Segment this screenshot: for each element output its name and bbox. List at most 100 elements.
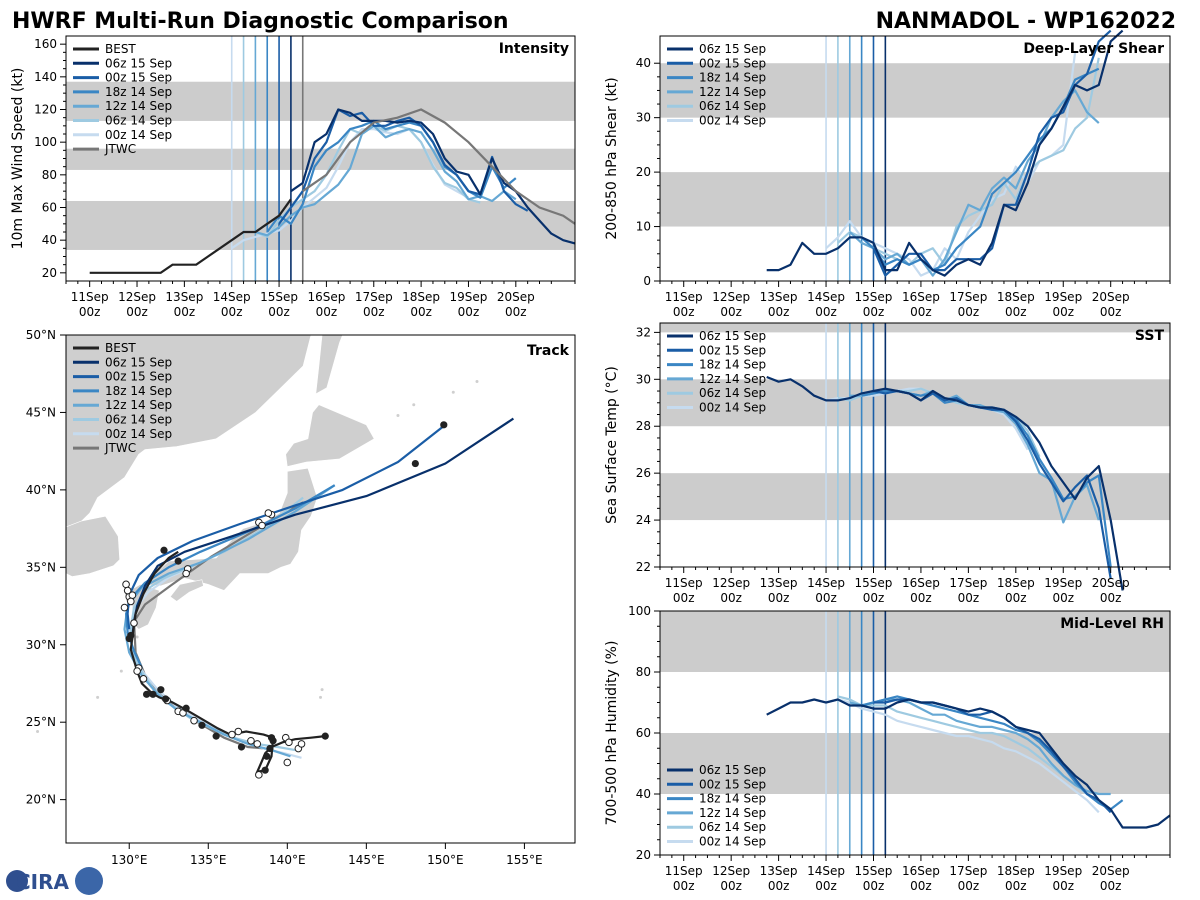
x-tick-label: 19Sep [1044, 290, 1082, 304]
track-panel: 130°E 135°E 140°E 145°E 150°E 155°E 20°N 25°N 30… [26, 328, 576, 867]
x-tick-label: 00z [720, 591, 742, 605]
x-tick-label: 15Sep [260, 290, 298, 304]
track-marker-open [234, 727, 243, 736]
legend-label: 06z 14 Sep [699, 820, 766, 834]
mainland-landmass [65, 334, 312, 528]
threshold-band [660, 323, 1170, 333]
x-tick-label: 14Sep [807, 576, 845, 590]
x-tick-label: 00z [1005, 591, 1027, 605]
series-line [837, 695, 1100, 802]
threshold-band [660, 611, 1170, 672]
threshold-band [660, 172, 1170, 227]
x-tick-label: 00z [221, 305, 243, 319]
x-tick-label: 00z [910, 305, 932, 319]
y-tick-label: 30°N [26, 638, 56, 652]
track-marker-open [283, 758, 292, 767]
x-tick-label: 00z [863, 305, 885, 319]
track-marker-open [128, 591, 137, 599]
shear-panel: 11Sep00z12Sep00z13Sep00z14Sep00z15Sep00z… [604, 29, 1171, 319]
x-tick-label: 12Sep [712, 290, 750, 304]
y-tick-label: 80 [636, 665, 651, 679]
logo-emblem-icon [75, 867, 103, 895]
x-tick-label: 20Sep [1092, 290, 1130, 304]
x-tick-label: 11Sep [665, 864, 703, 878]
x-tick-label: 00z [673, 591, 695, 605]
panel-title: SST [1135, 328, 1165, 344]
y-tick-label: 26 [636, 466, 651, 480]
track-marker-open [190, 716, 198, 725]
track-marker [269, 737, 277, 745]
x-tick-label: 00z [720, 305, 742, 319]
legend-label: 12z 14 Sep [105, 99, 172, 113]
x-tick-label: 17Sep [949, 576, 987, 590]
x-tick-label: 00z [458, 305, 480, 319]
legend-label: 06z 14 Sep [105, 413, 172, 427]
storm-id-title: NANMADOL - WP162022 [876, 9, 1176, 34]
track-marker-open [258, 521, 266, 530]
island [396, 414, 400, 418]
legend-label: 00z 14 Sep [699, 114, 766, 128]
legend-label: BEST [105, 42, 136, 56]
best-track-line [129, 550, 326, 774]
y-tick-label: 30 [636, 372, 651, 386]
track-marker [161, 695, 170, 703]
figure-title: HWRF Multi-Run Diagnostic Comparison [12, 9, 509, 34]
x-tick-label: 00z [1052, 591, 1074, 605]
track-marker-open [133, 667, 141, 675]
series-line [766, 698, 1171, 829]
x-tick-label: 150°E [427, 853, 464, 867]
legend-label: 18z 14 Sep [105, 384, 172, 398]
y-tick-label: 10 [636, 220, 651, 234]
x-tick-label: 00z [815, 879, 837, 893]
x-tick-label: 12Sep [712, 576, 750, 590]
track-marker-open [123, 586, 132, 595]
y-tick-label: 0 [643, 274, 651, 288]
x-tick-label: 14Sep [213, 290, 251, 304]
track-marker-open [285, 738, 293, 747]
y-tick-label: 22 [636, 560, 651, 574]
x-tick-label: 00z [815, 305, 837, 319]
y-tick-label: 40 [636, 56, 651, 70]
x-tick-label: 13Sep [760, 290, 798, 304]
y-tick-label: 32 [636, 325, 651, 339]
x-tick-label: 00z [958, 305, 980, 319]
track-marker-open [182, 569, 190, 578]
x-tick-label: 19Sep [1044, 864, 1082, 878]
x-tick-label: 00z [768, 591, 790, 605]
jtwc-line [302, 108, 576, 225]
y-axis-label: 200-850 hPa Shear (kt) [604, 77, 620, 239]
island [96, 695, 100, 699]
legend-label: 00z 15 Sep [699, 777, 766, 791]
legend-label: 12z 14 Sep [699, 372, 766, 386]
y-tick-label: 28 [636, 419, 651, 433]
track-marker-open [139, 675, 148, 683]
track-marker [160, 546, 168, 554]
x-tick-label: 00z [505, 305, 527, 319]
x-tick-label: 00z [673, 305, 695, 319]
x-tick-label: 16Sep [902, 290, 940, 304]
panel-title: Intensity [499, 41, 569, 57]
x-tick-label: 00z [316, 305, 338, 319]
x-tick-label: 00z [410, 305, 432, 319]
honshu-landmass [142, 467, 318, 591]
x-tick-label: 00z [174, 305, 196, 319]
series-line [766, 375, 1124, 591]
x-tick-label: 00z [863, 591, 885, 605]
x-tick-label: 20Sep [1092, 864, 1130, 878]
y-tick-label: 100 [628, 604, 651, 618]
x-tick-label: 00z [1100, 879, 1122, 893]
legend-label: 18z 14 Sep [699, 71, 766, 85]
x-tick-label: 16Sep [902, 864, 940, 878]
x-tick-label: 15Sep [855, 864, 893, 878]
x-tick-label: 18Sep [997, 576, 1035, 590]
x-tick-label: 00z [673, 879, 695, 893]
x-tick-label: 16Sep [902, 576, 940, 590]
legend-label: JTWC [104, 142, 136, 156]
y-tick-label: 45°N [26, 405, 56, 419]
legend-label: 12z 14 Sep [699, 85, 766, 99]
island [36, 729, 40, 733]
logo-globe-icon [6, 870, 28, 892]
legend-label: 06z 15 Sep [699, 329, 766, 343]
y-tick-label: 60 [42, 201, 57, 215]
legend-label: 06z 14 Sep [105, 114, 172, 128]
